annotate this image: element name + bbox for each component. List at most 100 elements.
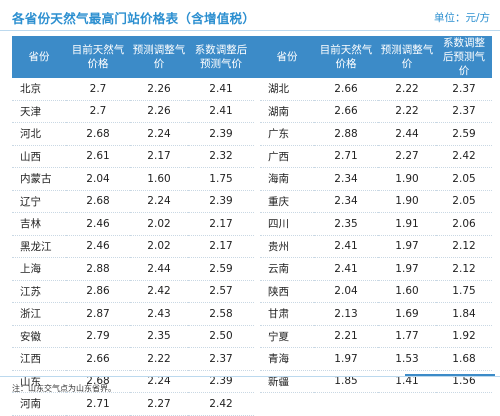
table-row: 安徽 2.79 2.35 2.50 宁夏 2.21 1.77 1.92 — [12, 325, 492, 348]
table-header-row: 省份 目前天然气价格 预测调整气价 系数调整后预测气价 省份 目前天然气价格 预… — [12, 36, 492, 78]
right-province-cell: 湖北 — [260, 78, 314, 101]
right-current-cell: 2.04 — [314, 280, 378, 303]
right-after-cell: 2.12 — [436, 235, 492, 258]
left-after-cell: 2.59 — [188, 257, 254, 281]
left-after-cell: 1.75 — [188, 167, 254, 191]
right-province-cell: 广西 — [260, 145, 314, 168]
header-province-left: 省份 — [12, 36, 66, 78]
left-expected-cell: 2.43 — [130, 302, 188, 326]
right-province-cell: 甘肃 — [260, 302, 314, 326]
left-current-cell: 2.7 — [66, 78, 130, 101]
table-row: 上海 2.88 2.44 2.59 云南 2.41 1.97 2.12 — [12, 257, 492, 281]
right-after-cell: 2.05 — [436, 190, 492, 213]
left-after-cell: 2.37 — [188, 347, 254, 371]
right-after-cell: 2.37 — [436, 100, 492, 123]
left-province-cell: 浙江 — [12, 302, 66, 326]
table-row: 天津 2.7 2.26 2.41 湖南 2.66 2.22 2.37 — [12, 100, 492, 123]
left-expected-cell: 2.42 — [130, 280, 188, 303]
right-province-cell: 青海 — [260, 347, 314, 371]
right-current-cell: 1.85 — [314, 370, 378, 393]
right-after-cell: 2.42 — [436, 145, 492, 168]
right-current-cell: 2.41 — [314, 235, 378, 258]
right-current-cell: 2.13 — [314, 302, 378, 326]
left-province-cell: 辽宁 — [12, 190, 66, 213]
table-row: 河北 2.68 2.24 2.39 广东 2.88 2.44 2.59 — [12, 122, 492, 146]
left-province-cell: 江西 — [12, 347, 66, 371]
left-current-cell: 2.68 — [66, 122, 130, 146]
right-expected-cell: 1.77 — [378, 325, 436, 348]
header-after-right: 系数调整后预测气价 — [436, 36, 492, 78]
left-expected-cell: 2.02 — [130, 235, 188, 258]
left-expected-cell: 2.24 — [130, 190, 188, 213]
right-after-cell — [436, 393, 492, 416]
right-current-cell: 2.41 — [314, 257, 378, 281]
table-row: 浙江 2.87 2.43 2.58 甘肃 2.13 1.69 1.84 — [12, 302, 492, 326]
left-after-cell: 2.39 — [188, 122, 254, 146]
left-expected-cell: 2.27 — [130, 392, 188, 416]
right-province-cell — [260, 393, 314, 416]
table-row: 山西 2.61 2.17 2.32 广西 2.71 2.27 2.42 — [12, 145, 492, 168]
table-row: 江苏 2.86 2.42 2.57 陕西 2.04 1.60 1.75 — [12, 280, 492, 303]
left-current-cell: 2.46 — [66, 212, 130, 236]
left-expected-cell: 2.24 — [130, 370, 188, 393]
right-province-cell: 四川 — [260, 212, 314, 236]
left-current-cell: 2.68 — [66, 370, 130, 393]
left-after-cell: 2.41 — [188, 100, 254, 123]
right-province-cell: 海南 — [260, 167, 314, 191]
right-after-cell: 2.05 — [436, 167, 492, 191]
right-after-cell: 2.37 — [436, 78, 492, 101]
table-row: 黑龙江 2.46 2.02 2.17 贵州 2.41 1.97 2.12 — [12, 235, 492, 258]
right-after-cell: 1.75 — [436, 280, 492, 303]
right-after-cell: 2.12 — [436, 257, 492, 281]
left-province-cell: 安徽 — [12, 325, 66, 348]
right-after-cell: 2.06 — [436, 212, 492, 236]
left-after-cell: 2.41 — [188, 78, 254, 101]
left-province-cell: 内蒙古 — [12, 167, 66, 191]
right-after-cell: 1.92 — [436, 325, 492, 348]
header-after-left: 系数调整后预测气价 — [188, 36, 254, 78]
right-expected-cell: 1.53 — [378, 347, 436, 371]
left-expected-cell: 2.02 — [130, 212, 188, 236]
left-current-cell: 2.87 — [66, 302, 130, 326]
table-row: 江西 2.66 2.22 2.37 青海 1.97 1.53 1.68 — [12, 347, 492, 371]
right-province-cell: 广东 — [260, 122, 314, 146]
right-expected-cell: 2.22 — [378, 78, 436, 101]
right-after-cell: 1.68 — [436, 347, 492, 371]
left-current-cell: 2.46 — [66, 235, 130, 258]
right-current-cell: 2.34 — [314, 190, 378, 213]
left-province-cell: 河南 — [12, 392, 66, 416]
left-after-cell: 2.39 — [188, 370, 254, 393]
left-current-cell: 2.88 — [66, 257, 130, 281]
left-after-cell: 2.32 — [188, 145, 254, 168]
right-province-cell: 宁夏 — [260, 325, 314, 348]
left-province-cell: 黑龙江 — [12, 235, 66, 258]
right-current-cell: 2.35 — [314, 212, 378, 236]
right-expected-cell: 2.44 — [378, 122, 436, 146]
left-expected-cell: 2.26 — [130, 100, 188, 123]
right-expected-cell: 2.22 — [378, 100, 436, 123]
left-expected-cell: 2.35 — [130, 325, 188, 348]
header-expected-right: 预测调整气价 — [378, 36, 436, 78]
header-province-right: 省份 — [260, 36, 314, 78]
left-after-cell: 2.58 — [188, 302, 254, 326]
left-after-cell: 2.17 — [188, 212, 254, 236]
left-current-cell: 2.71 — [66, 392, 130, 416]
right-current-cell: 2.66 — [314, 100, 378, 123]
table-row: 内蒙古 2.04 1.60 1.75 海南 2.34 1.90 2.05 — [12, 167, 492, 191]
right-province-cell: 重庆 — [260, 190, 314, 213]
footnote-accent-bar — [405, 374, 495, 376]
right-expected-cell: 1.90 — [378, 167, 436, 191]
right-current-cell: 2.21 — [314, 325, 378, 348]
unit-label: 单位：元/方 — [433, 12, 490, 24]
header-current-left: 目前天然气价格 — [66, 36, 130, 78]
left-expected-cell: 2.17 — [130, 145, 188, 168]
page-title: 各省份天然气最高门站价格表（含增值税） — [12, 11, 256, 26]
right-expected-cell — [378, 393, 436, 416]
left-current-cell: 2.86 — [66, 280, 130, 303]
right-expected-cell: 1.91 — [378, 212, 436, 236]
left-expected-cell: 2.22 — [130, 347, 188, 371]
left-expected-cell: 1.60 — [130, 167, 188, 191]
left-province-cell: 天津 — [12, 100, 66, 123]
right-province-cell: 湖南 — [260, 100, 314, 123]
right-current-cell: 1.97 — [314, 347, 378, 371]
